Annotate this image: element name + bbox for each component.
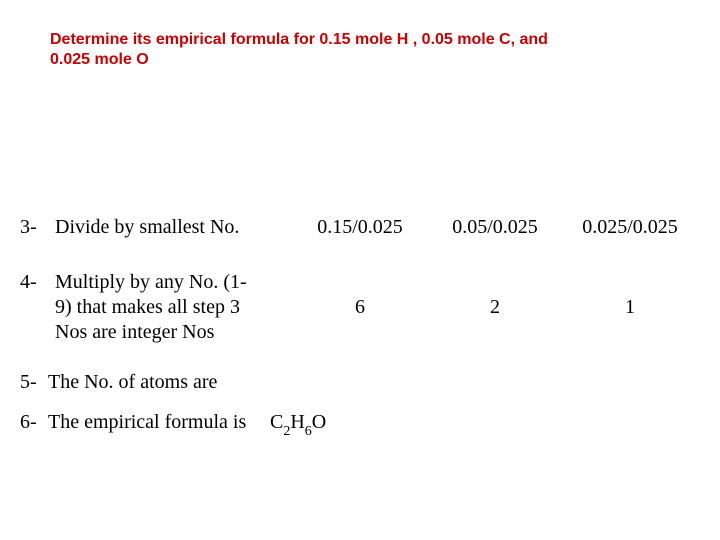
step3-value-h: 0.15/0.025 xyxy=(295,215,425,240)
step4-number: 4- xyxy=(20,270,50,295)
formula-H: H xyxy=(290,411,304,433)
formula-sub-6: 6 xyxy=(305,424,312,439)
step4-text-line1: Multiply by any No. (1- xyxy=(55,270,247,295)
step4-text-line2: 9) that makes all step 3 xyxy=(55,295,240,320)
step6-text: The empirical formula is xyxy=(48,410,246,435)
empirical-formula: C2H6O xyxy=(270,410,326,439)
step4-value-o: 1 xyxy=(565,295,695,320)
step4-value-c: 2 xyxy=(430,295,560,320)
step4-value-h: 6 xyxy=(295,295,425,320)
step3-value-c: 0.05/0.025 xyxy=(430,215,560,240)
step6-number: 6- xyxy=(20,410,50,435)
step5-number: 5- xyxy=(20,370,50,395)
step3-value-o: 0.025/0.025 xyxy=(565,215,695,240)
problem-statement-line2: 0.025 mole O xyxy=(50,50,670,70)
formula-C: C xyxy=(270,411,283,433)
step4-text-line3: Nos are integer Nos xyxy=(55,320,214,345)
problem-statement-line1: Determine its empirical formula for 0.15… xyxy=(50,30,670,50)
step3-number: 3- xyxy=(20,215,50,240)
formula-sub-2a: 2 xyxy=(283,424,290,439)
step3-text: Divide by smallest No. xyxy=(55,215,239,240)
formula-O: O xyxy=(312,411,326,433)
step5-text: The No. of atoms are xyxy=(48,370,217,395)
